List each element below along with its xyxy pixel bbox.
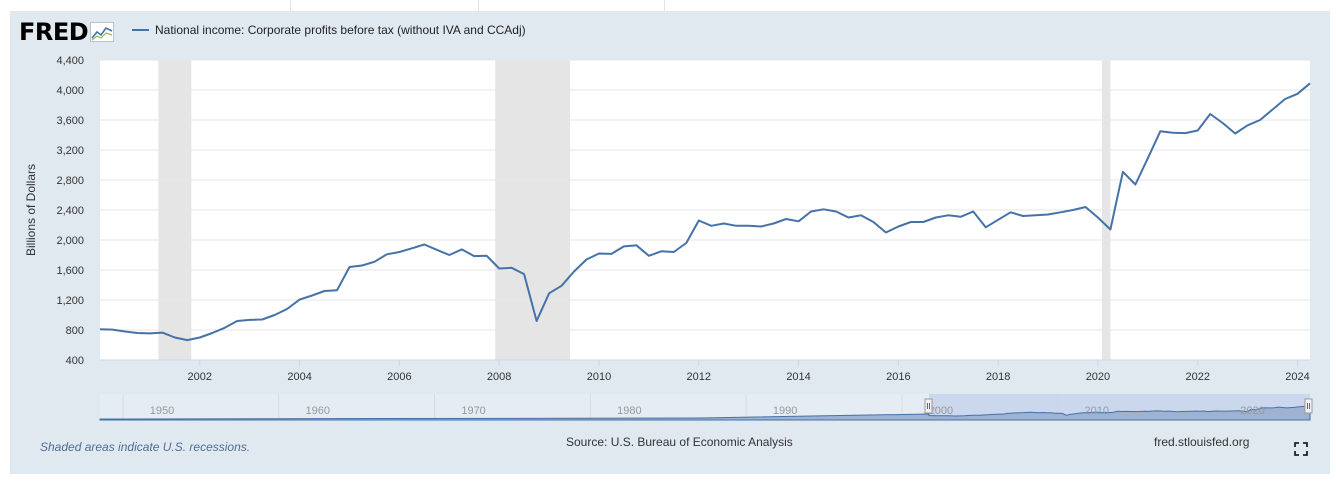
legend-swatch — [132, 29, 149, 31]
y-tick-label: 4,000 — [56, 85, 84, 97]
x-axis-ticks: 2002 2004 2006 2008 2010 2012 2014 2016 2018 2020… — [100, 359, 1310, 383]
line-graph-icon — [90, 22, 115, 42]
fred-logo[interactable]: FRED — [19, 18, 115, 46]
navigator-tick-label: 1990 — [773, 405, 797, 417]
y-tick-label: 1,600 — [56, 265, 84, 277]
y-tick-label: 2,000 — [56, 235, 84, 247]
y-tick-label: 2,400 — [56, 205, 84, 217]
navigator-tick-label: 2000 — [929, 405, 953, 417]
y-tick-label: 3,200 — [56, 145, 84, 157]
series-line — [99, 82, 1311, 342]
y-axis-ticks: 400 800 1,200 1,600 2,000 2,400 2,800 3,200 3,60… — [56, 55, 84, 367]
navigator-tick-label: 2010 — [1084, 405, 1108, 417]
x-tick-label: 2020 — [1086, 371, 1110, 383]
x-tick-label: 2022 — [1185, 371, 1209, 383]
x-tick-label: 2024 — [1285, 371, 1309, 383]
line-chart: 400 800 1,200 1,600 2,000 2,400 2,800 3,200 3,60… — [24, 55, 1313, 421]
series-layer — [99, 82, 1311, 342]
navigator-left-handle[interactable] — [924, 398, 933, 414]
navigator-tick-label: 1950 — [150, 405, 174, 417]
x-tick-label: 2016 — [886, 371, 910, 383]
tab-divider — [664, 0, 665, 11]
legend-label: National income: Corporate profits befor… — [155, 23, 526, 37]
navigator-tick-label: 2020 — [1240, 405, 1264, 417]
x-tick-label: 2010 — [587, 371, 611, 383]
source-text: Source: U.S. Bureau of Economic Analysis — [566, 435, 793, 449]
navigator-right-handle[interactable] — [1304, 398, 1313, 414]
y-tick-label: 400 — [66, 355, 84, 367]
fred-site-link[interactable]: fred.stlouisfed.org — [1154, 435, 1250, 449]
navigator-tick-label: 1980 — [617, 405, 641, 417]
y-tick-label: 1,200 — [56, 295, 84, 307]
x-tick-label: 2006 — [387, 371, 411, 383]
y-tick-label: 800 — [66, 325, 84, 337]
y-tick-label: 2,800 — [56, 175, 84, 187]
navigator-series-area — [99, 405, 1311, 421]
y-tick-label: 4,400 — [56, 55, 84, 67]
fullscreen-icon[interactable] — [1294, 442, 1308, 456]
tab-divider — [290, 0, 291, 11]
navigator-tick-label: 1960 — [306, 405, 330, 417]
top-strip — [0, 0, 1336, 11]
fred-logo-text: FRED — [19, 18, 89, 46]
y-tick-label: 3,600 — [56, 115, 84, 127]
x-tick-label: 2008 — [487, 371, 511, 383]
y-axis-label: Billions of Dollars — [24, 164, 38, 256]
recession-note: Shaded areas indicate U.S. recessions. — [40, 440, 251, 454]
navigator-labels: 1950 1960 1970 1980 1990 2000 2010 2020 — [150, 405, 1265, 417]
x-tick-label: 2004 — [287, 371, 311, 383]
x-tick-label: 2002 — [188, 371, 212, 383]
tab-divider — [478, 0, 479, 11]
time-navigator[interactable]: 1950 1960 1970 1980 1990 2000 2010 2020 — [99, 394, 1313, 421]
x-tick-label: 2012 — [687, 371, 711, 383]
navigator-tick-label: 1970 — [461, 405, 485, 417]
x-tick-label: 2014 — [786, 371, 810, 383]
x-tick-label: 2018 — [986, 371, 1010, 383]
chart-legend[interactable]: National income: Corporate profits befor… — [132, 23, 526, 37]
